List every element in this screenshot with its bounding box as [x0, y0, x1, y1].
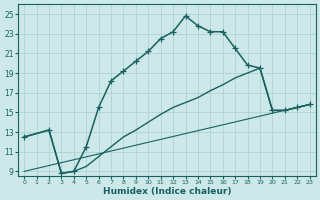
- X-axis label: Humidex (Indice chaleur): Humidex (Indice chaleur): [103, 187, 231, 196]
